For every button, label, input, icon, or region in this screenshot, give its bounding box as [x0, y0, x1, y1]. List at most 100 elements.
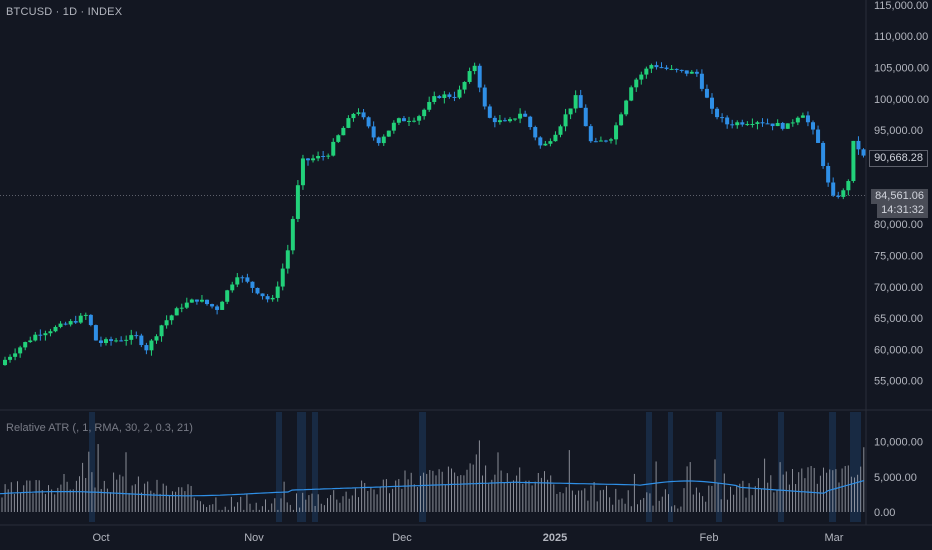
time-axis[interactable]: Oct Nov Dec 2025 Feb Mar — [92, 532, 843, 544]
candle-body — [795, 117, 800, 123]
candle — [492, 115, 497, 128]
candle-body — [321, 155, 326, 157]
candle-body — [588, 126, 593, 142]
candle — [210, 303, 215, 309]
candle — [341, 126, 346, 136]
candle-body — [664, 67, 669, 69]
candle — [205, 299, 209, 306]
candle — [104, 337, 108, 346]
candle — [78, 313, 83, 324]
candle — [508, 117, 512, 123]
price-axis[interactable]: 115,000.00 110,000.00 105,000.00 100,000.00… — [874, 0, 929, 388]
candle-body — [548, 141, 553, 144]
candle — [316, 151, 321, 162]
candle-body — [240, 277, 245, 279]
candle-body — [790, 122, 795, 124]
candle-body — [770, 123, 775, 127]
candle-body — [497, 120, 502, 123]
candle — [841, 188, 846, 200]
price-tick-label: 70,000.00 — [874, 282, 923, 294]
candle — [381, 134, 386, 146]
candle — [760, 118, 765, 127]
candle — [502, 117, 507, 122]
candle-body — [684, 70, 689, 74]
candle — [679, 69, 684, 73]
candle-body — [502, 120, 507, 122]
candle — [407, 116, 411, 126]
candle-body — [417, 116, 422, 121]
candle-body — [624, 100, 629, 115]
candle — [735, 120, 740, 129]
candle — [598, 136, 603, 142]
atr-highlight-band — [419, 412, 426, 522]
candle — [391, 120, 396, 134]
indicator-label[interactable]: Relative ATR (, 1, RMA, 30, 2, 0.3, 21) — [6, 422, 193, 434]
candle — [306, 158, 310, 166]
atr-line — [0, 480, 865, 497]
candle-body — [735, 122, 740, 126]
candle — [447, 92, 452, 99]
atr-highlight-band — [89, 412, 95, 522]
candle — [154, 334, 159, 344]
candle — [826, 162, 831, 187]
candle-body — [184, 302, 189, 308]
candle — [629, 85, 634, 102]
candle-body — [482, 87, 487, 107]
candle — [437, 94, 442, 99]
candle-body — [23, 342, 28, 348]
candle-body — [63, 323, 68, 325]
time-tick-label: Mar — [825, 532, 844, 544]
candle-body — [189, 299, 194, 303]
candle-body — [725, 117, 730, 125]
candle-body — [437, 96, 442, 99]
candle — [134, 331, 139, 339]
candle-body — [129, 335, 134, 340]
candle-body — [38, 334, 43, 336]
candle — [457, 85, 462, 100]
candle-body — [139, 335, 144, 346]
candle — [765, 118, 770, 125]
candle-body — [467, 71, 472, 82]
candle-body — [407, 120, 411, 122]
candle-body — [831, 182, 836, 196]
indicator-axis[interactable]: 10,000.00 5,000.00 0.00 — [874, 437, 923, 520]
candle — [144, 342, 149, 355]
candle — [482, 84, 487, 110]
candle — [452, 91, 457, 102]
candle-body — [361, 112, 366, 118]
candle — [740, 119, 745, 127]
candle-body — [457, 89, 462, 98]
candle — [199, 295, 204, 303]
candle — [462, 81, 467, 94]
candle — [846, 179, 851, 196]
candle-body — [583, 107, 588, 127]
candle-body — [194, 299, 199, 302]
candle-body — [442, 94, 447, 99]
candle-body — [331, 141, 336, 156]
candle — [230, 281, 235, 293]
candle-body — [371, 126, 376, 138]
atr-highlight-band — [716, 412, 722, 522]
candle — [442, 91, 447, 104]
candle — [23, 341, 28, 351]
candle — [831, 177, 836, 197]
indicator-tick-label: 0.00 — [874, 507, 895, 519]
candle-body — [316, 155, 321, 159]
candle-body — [851, 140, 856, 182]
candle-body — [53, 326, 58, 332]
candle-body — [689, 71, 694, 74]
candle-body — [220, 301, 225, 310]
candle — [300, 154, 305, 190]
candle — [639, 71, 644, 85]
candle — [270, 294, 275, 302]
candle — [775, 119, 780, 127]
candle — [851, 140, 856, 183]
candle — [386, 130, 391, 137]
candle-body — [199, 299, 204, 302]
candle-body — [826, 166, 831, 183]
candle-body — [48, 331, 53, 334]
candle-body — [3, 359, 7, 366]
candle — [422, 108, 427, 120]
